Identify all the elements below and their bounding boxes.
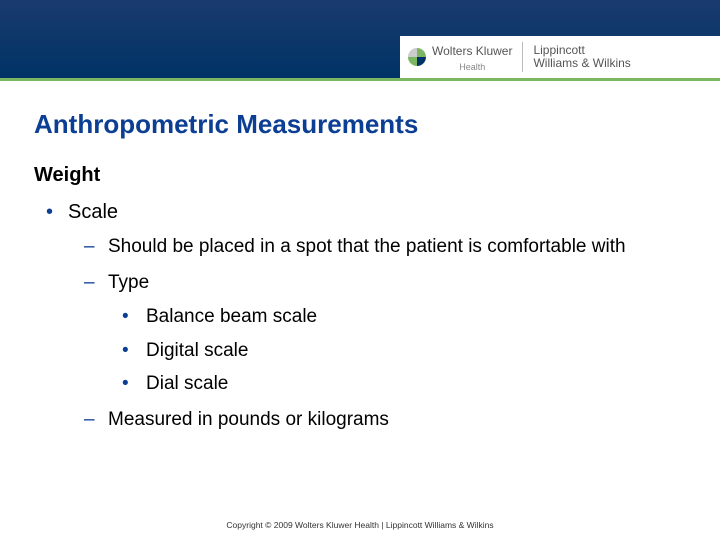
bullet-list-lvl2: Should be placed in a spot that the pati…: [46, 236, 686, 431]
list-item: Should be placed in a spot that the pati…: [84, 236, 686, 258]
brand-left-name: Wolters Kluwer: [432, 44, 512, 58]
brand-right-line2: Williams & Wilkins: [533, 56, 630, 70]
brand-left-sub: Health: [432, 62, 512, 72]
copyright-footer: Copyright © 2009 Wolters Kluwer Health |…: [0, 520, 720, 530]
brand-divider: [522, 42, 523, 72]
lvl2-text: Type: [108, 272, 682, 294]
lvl3-text: Dial scale: [146, 373, 228, 394]
brand-right-line1: Lippincott: [533, 43, 584, 57]
lvl2-text: Should be placed in a spot that the pati…: [108, 236, 682, 258]
list-item: Scale Should be placed in a spot that th…: [46, 201, 686, 431]
brand-strip: Wolters Kluwer Health Lippincott William…: [400, 36, 720, 78]
bullet-list-lvl1: Scale Should be placed in a spot that th…: [34, 201, 686, 431]
lippincott-logo: Lippincott Williams & Wilkins: [533, 44, 630, 70]
slide-content: Anthropometric Measurements Weight Scale…: [0, 81, 720, 431]
lvl2-text: Measured in pounds or kilograms: [108, 409, 682, 431]
lvl3-text: Digital scale: [146, 340, 248, 361]
wolters-kluwer-logo: Wolters Kluwer Health: [408, 42, 512, 72]
wk-quadrant-icon: [408, 48, 426, 66]
list-item: Dial scale: [122, 373, 686, 395]
list-item: Type Balance beam scale Digital scale Di…: [84, 272, 686, 395]
lvl1-text: Scale: [68, 201, 118, 223]
bullet-list-lvl3: Balance beam scale Digital scale Dial sc…: [84, 306, 686, 396]
section-heading: Weight: [34, 164, 686, 187]
list-item: Measured in pounds or kilograms: [84, 409, 686, 431]
list-item: Balance beam scale: [122, 306, 686, 328]
list-item: Digital scale: [122, 340, 686, 362]
lvl3-text: Balance beam scale: [146, 306, 317, 327]
slide-title: Anthropometric Measurements: [34, 109, 686, 140]
slide-header: Wolters Kluwer Health Lippincott William…: [0, 0, 720, 78]
